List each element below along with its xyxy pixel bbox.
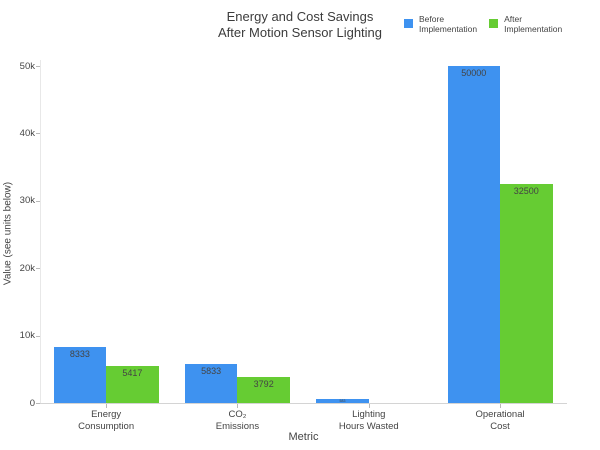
y-tick-label: 10k: [19, 330, 35, 342]
bar-value-label: 32500: [513, 185, 539, 196]
legend-label-after: After Implementation: [504, 14, 562, 34]
x-category-label-co2-emissions: CO₂ Emissions: [215, 409, 260, 432]
y-tick-mark: [36, 133, 40, 135]
chart-title-line1: Energy and Cost Savings: [226, 9, 374, 24]
x-axis-title: Metric: [288, 431, 319, 443]
x-tick-mark: [106, 404, 108, 408]
y-tick-mark: [36, 200, 40, 202]
x-category-label-energy-consumption: Energy Consumption: [78, 409, 135, 432]
bar-value-label: 3792: [253, 379, 274, 390]
bar-value-label: 50000: [461, 68, 487, 78]
bar-value-label: 5833: [201, 365, 222, 376]
legend-label-after-line1: After: [504, 14, 523, 24]
bar-before-energy-consumption[interactable]: 8333: [53, 346, 107, 403]
legend-item-before[interactable]: Before Implementation: [404, 14, 477, 34]
y-tick-mark: [36, 335, 40, 337]
legend-item-after[interactable]: After Implementation: [489, 14, 562, 34]
legend-swatch-after: [489, 19, 499, 28]
x-tick-mark: [368, 404, 370, 408]
legend: Before Implementation After Implementati…: [404, 14, 562, 34]
legend-label-before-line2: Implementation: [419, 24, 478, 34]
bar-before-operational-cost[interactable]: 50000: [447, 66, 501, 403]
legend-label-before-line1: Before: [419, 14, 445, 24]
y-tick-label: 40k: [19, 127, 35, 139]
x-tick-mark: [500, 404, 502, 408]
bar-after-co2-emissions[interactable]: 3792: [237, 377, 290, 403]
x-category-label-lighting-hours-wasted: Lighting Hours Wasted: [338, 409, 399, 432]
y-tick-label: 50k: [19, 60, 35, 72]
bar-before-co2-emissions[interactable]: 5833: [184, 363, 238, 403]
y-tick-mark: [36, 268, 40, 270]
x-category-label-operational-cost: Operational Cost: [475, 409, 525, 432]
x-axis-line: [40, 403, 567, 404]
bar-value-label: 5417: [122, 368, 143, 379]
y-tick-label: 0: [29, 397, 35, 409]
legend-label-before: Before Implementation: [419, 14, 477, 34]
bar-after-energy-consumption[interactable]: 5417: [106, 366, 159, 403]
y-tick-label: 30k: [19, 195, 35, 207]
bar-value-label: 8333: [69, 348, 90, 359]
y-tick-label: 20k: [19, 262, 35, 274]
chart-title: Energy and Cost Savings After Motion Sen…: [0, 9, 600, 41]
chart-title-line2: After Motion Sensor Lighting: [217, 25, 383, 40]
x-tick-mark: [237, 404, 239, 408]
legend-swatch-before: [404, 19, 413, 28]
y-axis-title: Value (see units below): [2, 181, 14, 286]
bar-value-label: 583: [339, 399, 346, 404]
y-tick-mark: [36, 403, 40, 404]
bar-after-operational-cost[interactable]: 32500: [500, 183, 553, 403]
y-axis-line: [40, 60, 41, 403]
bar-before-lighting-hours-wasted[interactable]: 583: [316, 399, 369, 403]
y-tick-mark: [36, 66, 40, 67]
legend-label-after-line2: Implementation: [504, 24, 563, 34]
